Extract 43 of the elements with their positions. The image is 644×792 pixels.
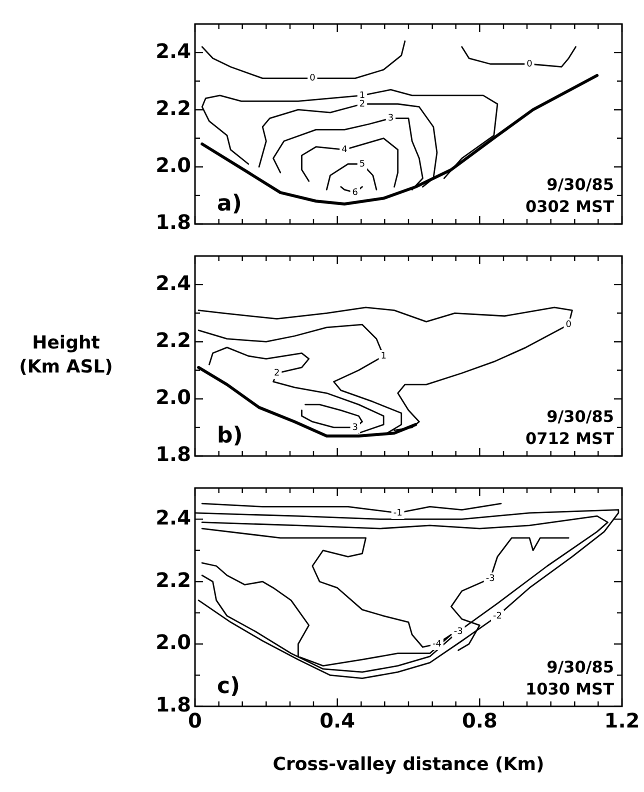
annotation: 0712 MST	[526, 429, 614, 448]
x-tick-label: 0.8	[462, 708, 498, 733]
annotation: a)	[217, 192, 242, 217]
x-tick-label: 1.2	[604, 708, 640, 733]
series-label: 0	[310, 74, 316, 84]
y-axis-title: Height (Km ASL)	[19, 332, 113, 378]
series-label: -3	[454, 626, 463, 637]
y-tick-label: 1.8	[156, 442, 191, 466]
x-axis-title: Cross-valley distance (Km)	[272, 754, 544, 775]
y-tick-label: 2.4	[156, 270, 191, 295]
y-tick-label: 2.2	[156, 328, 191, 352]
series-label: -2	[492, 611, 502, 622]
annotation: 1030 MST	[526, 680, 614, 699]
annotation: 9/30/85	[546, 407, 614, 426]
annotation: 0302 MST	[526, 197, 614, 216]
series-label: 1	[359, 90, 366, 101]
annotation: c)	[217, 674, 240, 700]
series-label: -3	[486, 574, 495, 584]
series-label: 5	[359, 159, 366, 170]
series-label: 0	[526, 59, 533, 70]
series-label: 6	[352, 188, 358, 198]
series-label: 1	[380, 351, 386, 362]
series-label: 2	[359, 99, 366, 110]
y-tick-label: 2.0	[156, 385, 191, 410]
series-label: 3	[352, 422, 358, 433]
y-tick-label: 1.8	[156, 692, 191, 717]
y-tick-label: 1.8	[156, 210, 191, 234]
annotation: b)	[217, 424, 243, 449]
series-label: 3	[388, 114, 394, 124]
y-tick-label: 2.0	[156, 153, 191, 178]
series-label: -4	[432, 639, 442, 650]
series-label: -1	[393, 508, 402, 518]
y-tick-label: 2.2	[156, 568, 191, 592]
y-tick-label: 2.4	[156, 505, 191, 530]
y-tick-label: 2.0	[156, 630, 191, 654]
x-tick-label: 0.4	[320, 708, 356, 733]
series-label: 0	[566, 320, 572, 330]
series-label: 4	[342, 145, 348, 156]
annotation: 9/30/85	[546, 658, 614, 677]
annotation: 9/30/85	[546, 175, 614, 194]
y-tick-label: 2.4	[156, 38, 191, 63]
series-label: 2	[274, 368, 280, 378]
y-tick-label: 2.2	[156, 96, 191, 120]
